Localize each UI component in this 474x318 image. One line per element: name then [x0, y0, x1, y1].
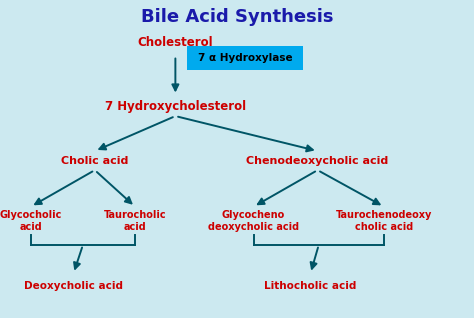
Text: Taurochenodeoxy
cholic acid: Taurochenodeoxy cholic acid: [336, 210, 432, 232]
Text: Lithocholic acid: Lithocholic acid: [264, 281, 356, 291]
Text: Taurocholic
acid: Taurocholic acid: [104, 210, 166, 232]
Text: 7 α Hydroxylase: 7 α Hydroxylase: [198, 53, 292, 63]
Text: Glycocheno
deoxycholic acid: Glycocheno deoxycholic acid: [208, 210, 299, 232]
Text: Bile Acid Synthesis: Bile Acid Synthesis: [141, 8, 333, 26]
Text: Cholesterol: Cholesterol: [137, 37, 213, 49]
Text: Deoxycholic acid: Deoxycholic acid: [24, 281, 123, 291]
Text: Chenodeoxycholic acid: Chenodeoxycholic acid: [246, 156, 389, 166]
Text: 7 Hydroxycholesterol: 7 Hydroxycholesterol: [105, 100, 246, 113]
FancyBboxPatch shape: [187, 46, 303, 70]
Text: Glycocholic
acid: Glycocholic acid: [0, 210, 62, 232]
Text: Cholic acid: Cholic acid: [61, 156, 128, 166]
